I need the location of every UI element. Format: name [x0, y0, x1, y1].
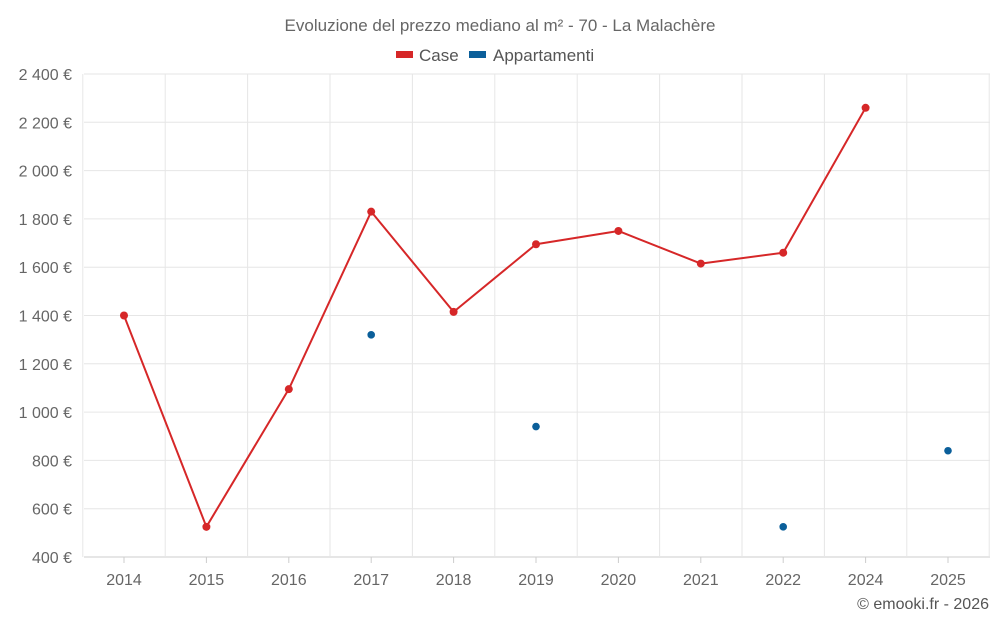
- data-point-appartamenti-2025[interactable]: [944, 446, 952, 455]
- credit-text: © emooki.fr - 2026: [857, 596, 989, 613]
- x-tick-label: 2022: [765, 572, 801, 589]
- x-tick-label: 2018: [436, 572, 472, 589]
- x-tick-label: 2024: [848, 572, 884, 589]
- y-tick-label: 2 200 €: [19, 115, 72, 132]
- y-tick-label: 2 000 €: [19, 164, 72, 181]
- x-gridlines: [82, 74, 990, 557]
- data-point-case-2014[interactable]: [120, 311, 128, 320]
- data-point-case-2020[interactable]: [614, 226, 623, 235]
- data-point-case-2015[interactable]: [202, 522, 211, 531]
- y-tick-label: 400 €: [32, 550, 72, 567]
- x-tick-label: 2025: [930, 572, 966, 589]
- data-point-case-2022[interactable]: [779, 248, 788, 257]
- data-point-appartamenti-2022[interactable]: [779, 523, 787, 531]
- y-tick-label: 800 €: [32, 453, 72, 470]
- data-point-case-2024[interactable]: [861, 103, 870, 112]
- x-tick-label: 2017: [353, 572, 389, 589]
- y-tick-label: 2 400 €: [19, 67, 72, 84]
- legend-swatch-case: [396, 51, 413, 58]
- data-point-appartamenti-2019[interactable]: [532, 422, 540, 431]
- y-axis-labels: 400 € 600 € 800 € 1 000 € 1 200 € 1 400 € 1 60…: [19, 67, 72, 567]
- series-layer: [120, 103, 952, 531]
- x-tick-label: 2021: [683, 572, 719, 589]
- legend-label-appartamenti: Appartamenti: [493, 46, 594, 65]
- x-tick-label: 2015: [189, 572, 225, 589]
- y-tick-label: 1 200 €: [19, 357, 72, 374]
- y-tick-label: 1 400 €: [19, 309, 72, 326]
- y-tick-label: 1 600 €: [19, 260, 72, 277]
- legend-label-case: Case: [419, 46, 459, 65]
- y-tick-label: 1 000 €: [19, 405, 72, 422]
- y-tick-label: 1 800 €: [19, 212, 72, 229]
- x-tick-label: 2014: [106, 572, 142, 589]
- legend-item-case[interactable]: Case: [396, 46, 459, 65]
- legend: Case Appartamenti: [396, 46, 594, 65]
- data-point-case-2021[interactable]: [696, 259, 705, 268]
- x-tick-label: 2019: [518, 572, 554, 589]
- x-axis-labels: 2014 2015 2016 2017 2018 2019 2020 2021 2022 2024…: [106, 557, 966, 589]
- series-case: [120, 103, 870, 531]
- legend-swatch-appartamenti: [469, 51, 486, 58]
- chart-title: Evoluzione del prezzo mediano al m² - 70…: [285, 16, 716, 35]
- data-point-case-2019[interactable]: [532, 240, 540, 249]
- data-point-case-2017[interactable]: [367, 207, 376, 216]
- x-tick-label: 2016: [271, 572, 307, 589]
- series-appartamenti: [367, 331, 952, 531]
- y-gridlines: [84, 73, 990, 558]
- x-tick-label: 2020: [601, 572, 637, 589]
- legend-item-appartamenti[interactable]: Appartamenti: [469, 46, 594, 65]
- data-point-appartamenti-2017[interactable]: [367, 331, 376, 339]
- data-point-case-2018[interactable]: [449, 307, 458, 316]
- y-tick-label: 600 €: [32, 502, 72, 519]
- data-point-case-2016[interactable]: [284, 385, 293, 394]
- series-line-case: [123, 107, 867, 528]
